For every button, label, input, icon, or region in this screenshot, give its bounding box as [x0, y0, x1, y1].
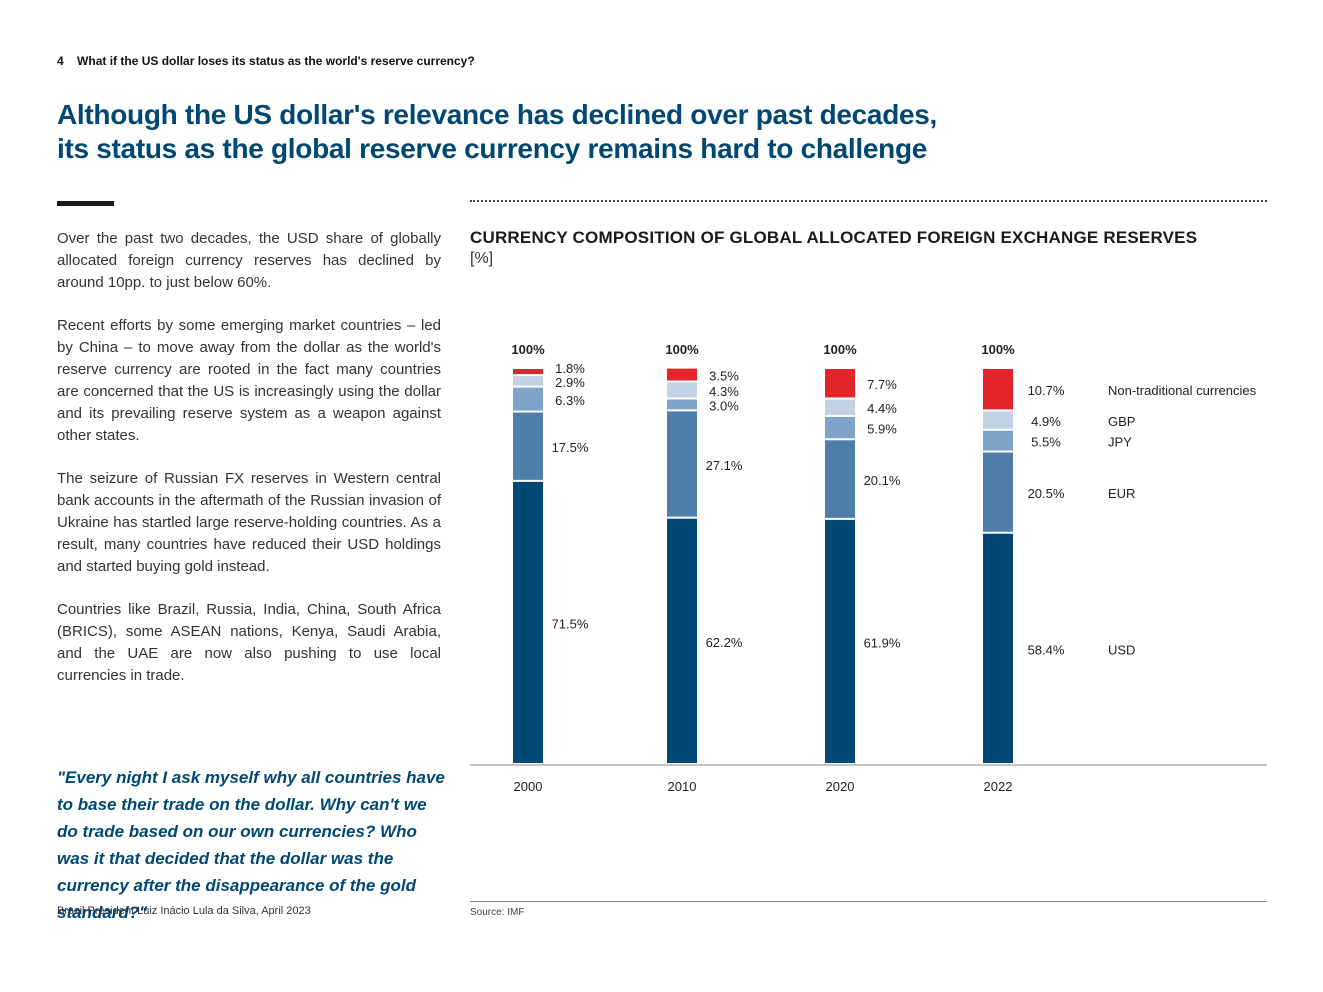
data-label: 58.4%: [1028, 642, 1065, 657]
chart-title: CURRENCY COMPOSITION OF GLOBAL ALLOCATED…: [470, 228, 1198, 247]
data-label: 71.5%: [552, 616, 589, 631]
bar-segment-eur-2020: [825, 440, 855, 518]
bar-segment-non-traditional-currencies-2010: [667, 368, 697, 381]
stacked-bar-chart: 71.5% 17.5% 6.3% 2.9%1.8% 100% 2000 62.2% 27.1%…: [470, 342, 1267, 794]
bar-segment-jpy-2020: [825, 416, 855, 439]
data-label: 3.5%: [709, 369, 739, 384]
data-label: 27.1%: [706, 458, 743, 473]
bar-segment-gbp-2000: [513, 376, 543, 386]
page-number: 4: [57, 54, 64, 68]
section-title: What if the US dollar loses its status a…: [77, 54, 475, 68]
legend-label: GBP: [1108, 414, 1135, 429]
total-label: 100%: [511, 342, 545, 357]
data-label: 4.9%: [1031, 414, 1061, 429]
page-title: Although the US dollar's relevance has d…: [57, 98, 1057, 166]
data-label: 3.0%: [709, 398, 739, 413]
page-title-line-2: its status as the global reserve currenc…: [57, 133, 928, 164]
bar-segment-jpy-2010: [667, 399, 697, 410]
bar-segment-jpy-2022: [983, 430, 1013, 451]
body-paragraph: Recent efforts by some emerging market c…: [57, 317, 441, 444]
page-title-line-1: Although the US dollar's relevance has d…: [57, 99, 938, 130]
bar-segment-non-traditional-currencies-2022: [983, 369, 1013, 410]
legend-label: EUR: [1108, 486, 1135, 501]
bar-segment-non-traditional-currencies-2000: [513, 369, 543, 375]
data-label: 20.1%: [864, 473, 901, 488]
pull-quote: "Every night I ask myself why all countr…: [57, 768, 445, 922]
data-label: 5.5%: [1031, 435, 1061, 450]
data-label: 20.5%: [1028, 486, 1065, 501]
body-paragraph: Countries like Brazil, Russia, India, Ch…: [57, 601, 441, 684]
body-paragraph: The seizure of Russian FX reserves in We…: [57, 470, 441, 575]
data-label: 4.3%: [709, 384, 739, 399]
x-tick-label: 2020: [826, 779, 855, 794]
accent-bar: [57, 201, 114, 206]
body-paragraph: Over the past two decades, the USD share…: [57, 230, 441, 291]
data-label: 4.4%: [867, 401, 897, 416]
x-tick-label: 2022: [984, 779, 1013, 794]
bar-segment-eur-2022: [983, 452, 1013, 532]
data-label: 5.9%: [867, 422, 897, 437]
data-label: 7.7%: [867, 377, 897, 392]
bar-segment-eur-2010: [667, 411, 697, 517]
legend-label: Non-traditional currencies: [1108, 383, 1257, 398]
x-tick-label: 2010: [668, 779, 697, 794]
source-divider: [470, 901, 1267, 902]
total-label: 100%: [981, 342, 1015, 357]
bar-segment-usd-2000: [513, 481, 543, 763]
body-text: Over the past two decades, the USD share…: [57, 228, 441, 708]
total-label: 100%: [665, 342, 699, 357]
data-label: 2.9%: [555, 375, 585, 390]
dotted-divider: [470, 200, 1267, 202]
total-label: 100%: [823, 342, 857, 357]
bar-segment-usd-2020: [825, 519, 855, 763]
data-label: 6.3%: [555, 393, 585, 408]
legend-label: JPY: [1108, 435, 1132, 450]
bar-segment-usd-2010: [667, 518, 697, 763]
legend-label: USD: [1108, 642, 1135, 657]
bar-segment-gbp-2022: [983, 411, 1013, 429]
bar-segment-eur-2000: [513, 412, 543, 480]
data-label: 17.5%: [552, 440, 589, 455]
page-header: 4 What if the US dollar loses its status…: [57, 54, 475, 68]
bar-segment-usd-2022: [983, 533, 1013, 763]
bar-segment-gbp-2020: [825, 399, 855, 415]
source-note: Source: IMF: [470, 907, 525, 918]
quote-attribution: Brazil President Luiz Inácio Lula da Sil…: [57, 905, 311, 917]
x-tick-label: 2000: [514, 779, 543, 794]
bar-segment-jpy-2000: [513, 387, 543, 411]
data-label: 10.7%: [1028, 383, 1065, 398]
data-label: 1.8%: [555, 361, 585, 376]
data-label: 61.9%: [864, 635, 901, 650]
bar-segment-gbp-2010: [667, 382, 697, 398]
data-label: 62.2%: [706, 635, 743, 650]
bar-segment-non-traditional-currencies-2020: [825, 369, 855, 398]
chart-unit: [%]: [470, 250, 494, 267]
